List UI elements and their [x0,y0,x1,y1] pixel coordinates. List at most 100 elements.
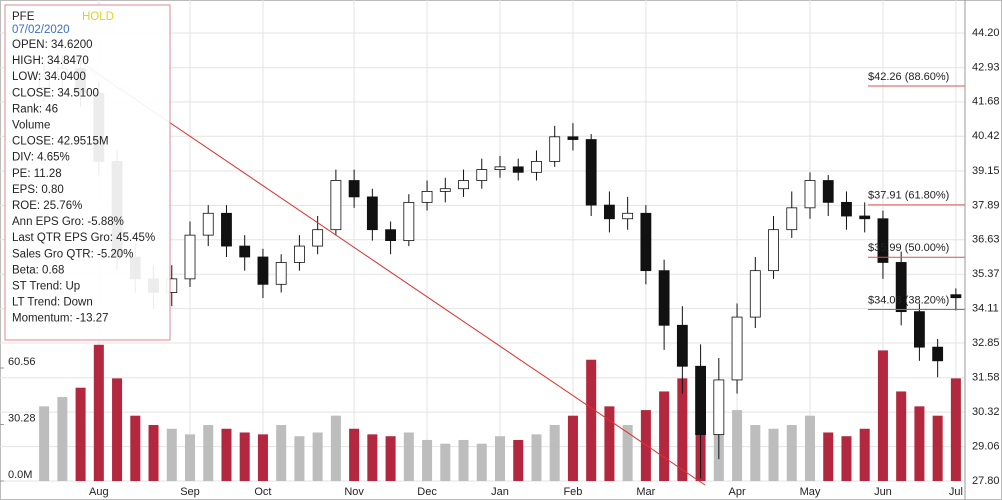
y-tick-label: 30.32 [972,406,1000,418]
price-layer [38,54,962,479]
y-tick-label: 34.11 [972,303,999,315]
candle-body [859,215,871,220]
y-tick-label: 41.68 [972,96,1000,108]
volume-bar [877,350,888,481]
candle-body [804,180,816,209]
volume-bar [57,397,68,481]
info-line: ROE: 25.76% [12,200,82,212]
volume-bar [422,439,433,481]
candle-body [731,316,743,381]
rating: HOLD [82,11,114,23]
candle-body [202,212,214,236]
volume-bar [148,425,159,481]
volume-bar [312,432,323,481]
y-tick-label: 32.85 [972,337,1000,349]
candle-body [877,218,889,263]
volume-bar [950,378,961,481]
volume-bar [39,406,50,481]
candle-body [458,180,469,190]
x-tick-label: Jul [949,486,963,498]
y-tick-label: 44.20 [972,27,1000,39]
candle-body [275,262,287,285]
volume-bar [257,434,268,481]
volume-bar [112,378,123,481]
volume-bar [786,425,797,481]
fib-label: $35.99 (50.00%) [868,242,949,254]
volume-bar [677,378,688,481]
volume-bar [385,436,396,481]
volume-bar [896,391,907,481]
candle-body [366,196,378,231]
volume-bar [440,443,451,481]
fib-layer: $42.26 (88.60%) $37.91 (61.80%) $35.99 (50… [868,71,965,310]
info-line: Beta: 0.68 [12,264,64,276]
volume-bar [75,387,86,481]
x-tick-label: Mar [636,486,655,498]
volume-bar [732,410,743,481]
volume-bar [768,428,779,481]
volume-bar [841,436,852,481]
volume-bar [93,344,104,481]
volume-bar [622,425,633,481]
volume-tick-label: 30.28 [8,412,36,424]
info-line: Last QTR EPS Gro: 45.45% [12,232,155,244]
fib-label: $37.91 (61.80%) [868,190,949,202]
volume-bar [403,432,414,481]
volume-bar [239,432,250,481]
x-tick-label: Apr [728,486,745,498]
candle-body [403,201,415,242]
symbol: PFE [12,11,35,23]
candle-body [567,136,579,140]
volume-bar [531,434,542,481]
info-lines: OPEN: 34.6200 HIGH: 34.8470 LOW: 34.0400 CL… [12,39,155,325]
x-tick-label: Oct [254,486,271,498]
y-tick-label: 39.15 [972,165,1000,177]
volume-bar [932,415,943,481]
volume-bar [549,425,560,481]
candle-body [476,169,488,181]
volume-bar [804,415,816,481]
candle-body [895,262,907,313]
info-box [4,4,171,341]
volume-bar [276,425,287,481]
info-line: Volume [12,120,50,132]
candle-body [184,234,196,280]
volume-bar [659,391,670,481]
info-line: LT Trend: Down [12,297,93,309]
x-tick-label: Jun [874,486,892,498]
candle-body [330,180,342,231]
candle-body [913,311,925,348]
y-tick-label: 42.93 [972,62,1000,74]
candle-body [494,166,506,170]
candle-body [695,365,707,435]
candle-body [257,256,269,285]
y-tick-label: 37.89 [972,199,1000,211]
info-line: Ann EPS Gro: -5.88% [12,216,124,228]
x-tick-label: May [800,486,821,498]
candle-body [239,245,251,258]
x-tick-label: Sep [180,486,200,498]
info-line: Momentum: -13.27 [12,313,109,325]
volume-bar [750,425,761,481]
y-tick-label: 35.37 [972,268,1000,280]
volume-tick-label: 0.0M [8,469,32,481]
info-line: Rank: 46 [12,103,58,115]
volume-bar [349,428,360,481]
volume-bar [294,436,305,481]
volume-bar [859,428,870,481]
x-tick-label: Jan [491,486,509,498]
candle-body [749,270,761,318]
volume-bar [330,415,341,481]
y-tick-label: 40.42 [972,130,1000,142]
y-tick-label: 36.63 [972,234,1000,246]
volume-bar [823,432,834,481]
candle-body [932,346,944,362]
x-tick-label: Nov [344,486,364,498]
volume-tick-label: 60.56 [8,356,36,368]
candle-body [221,212,232,247]
info-line: CLOSE: 34.5100 [12,87,99,99]
volume-bar [513,439,524,481]
candle-body [385,229,397,242]
